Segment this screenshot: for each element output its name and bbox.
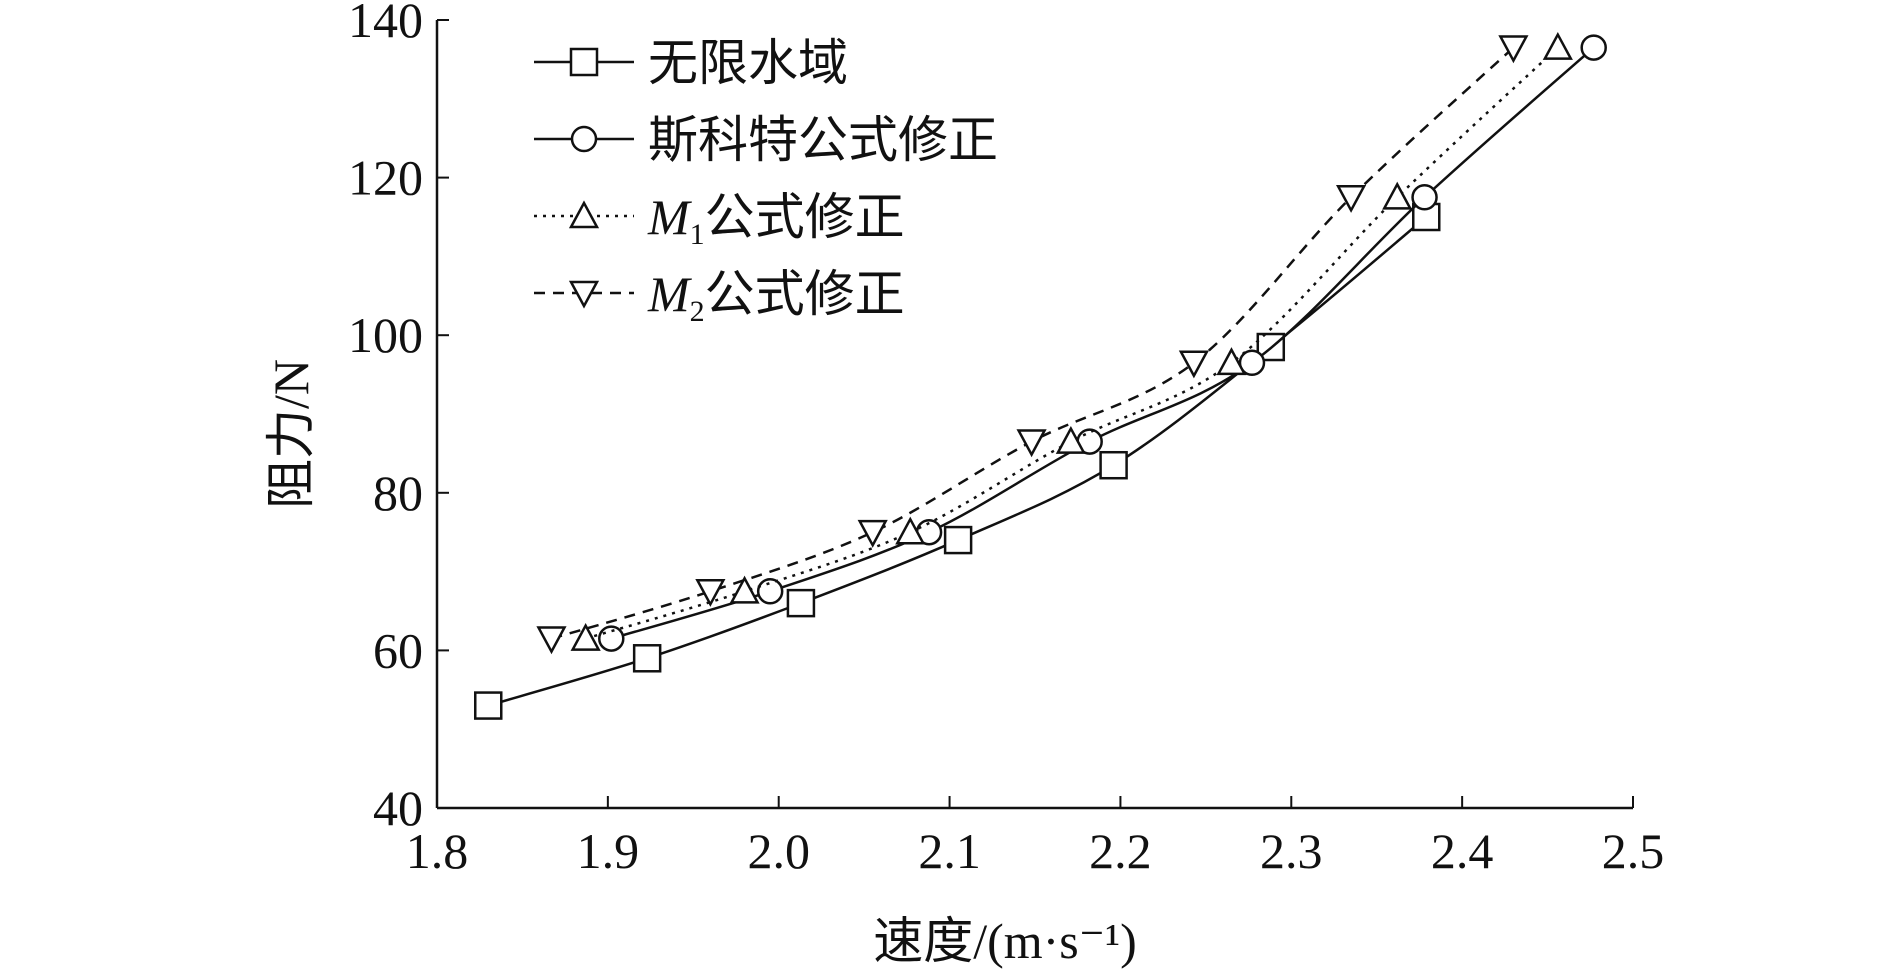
- legend-marker: [568, 200, 600, 229]
- series-4-point: [1178, 350, 1209, 379]
- x-axis-label: 速度/(m·s⁻¹): [873, 913, 1137, 969]
- series-3-point: [1216, 347, 1247, 376]
- series-4-point: [1016, 429, 1047, 458]
- legend-marker: [570, 125, 598, 153]
- legend-item: M1公式修正: [534, 189, 905, 251]
- series-1-point: [474, 691, 503, 720]
- y-tick-label: 120: [348, 150, 423, 206]
- series-2-point: [756, 578, 784, 605]
- x-tick-label: 1.9: [577, 823, 640, 879]
- series-1-point: [786, 588, 816, 618]
- legend-label: M1公式修正: [647, 189, 905, 251]
- y-tick-label: 100: [348, 307, 423, 363]
- series-1-point: [632, 644, 662, 673]
- x-tick-label: 2.1: [918, 823, 981, 879]
- y-tick-label: 80: [373, 465, 423, 521]
- series-layer: [474, 31, 1607, 720]
- legend-item: 无限水域: [534, 35, 848, 91]
- legend-item: 斯科特公式修正: [534, 112, 998, 168]
- x-tick-label: 1.8: [406, 823, 469, 879]
- series-4-point: [1335, 185, 1367, 213]
- x-tick-label: 2.3: [1260, 823, 1323, 879]
- axes: [435, 20, 1633, 810]
- legend-label: 无限水域: [648, 35, 848, 91]
- series-3-point: [1382, 181, 1413, 210]
- legend-marker: [568, 280, 600, 309]
- series-2: [598, 34, 1607, 652]
- legend-label: M2公式修正: [647, 266, 905, 328]
- axis-ticks: 1.8 1.9 2.0 2.1 2.2 2.3 2.4 2.5 40 60 80 100 120 140: [348, 0, 1664, 879]
- series-2-point: [1238, 349, 1266, 377]
- series-1-point: [943, 525, 973, 555]
- y-tick-label: 40: [373, 780, 423, 836]
- series-1-point: [1099, 450, 1128, 480]
- series-3: [570, 31, 1573, 651]
- legend-item: M2公式修正: [534, 266, 905, 328]
- y-axis-label: 阻力/N: [263, 359, 319, 509]
- series-3-point: [570, 622, 601, 651]
- series-4-point: [536, 626, 567, 655]
- series-4-point: [1498, 35, 1529, 64]
- series-4: [536, 35, 1529, 655]
- legend-marker: [569, 47, 599, 77]
- series-4-point: [695, 579, 726, 607]
- series-2-point: [1411, 184, 1438, 211]
- y-tick-label: 60: [373, 622, 423, 678]
- series-4-point: [857, 519, 888, 548]
- series-3-point: [1055, 425, 1086, 454]
- legend-label: 斯科特公式修正: [648, 112, 998, 168]
- series-3-point: [729, 575, 760, 604]
- series-2-point: [1580, 34, 1607, 61]
- x-tick-label: 2.5: [1602, 823, 1665, 879]
- series-3-point: [1542, 31, 1573, 60]
- x-tick-label: 2.4: [1431, 823, 1494, 879]
- series-3-point: [895, 516, 926, 545]
- x-tick-label: 2.0: [747, 823, 810, 879]
- y-tick-label: 140: [348, 0, 423, 48]
- x-tick-label: 2.2: [1089, 823, 1152, 879]
